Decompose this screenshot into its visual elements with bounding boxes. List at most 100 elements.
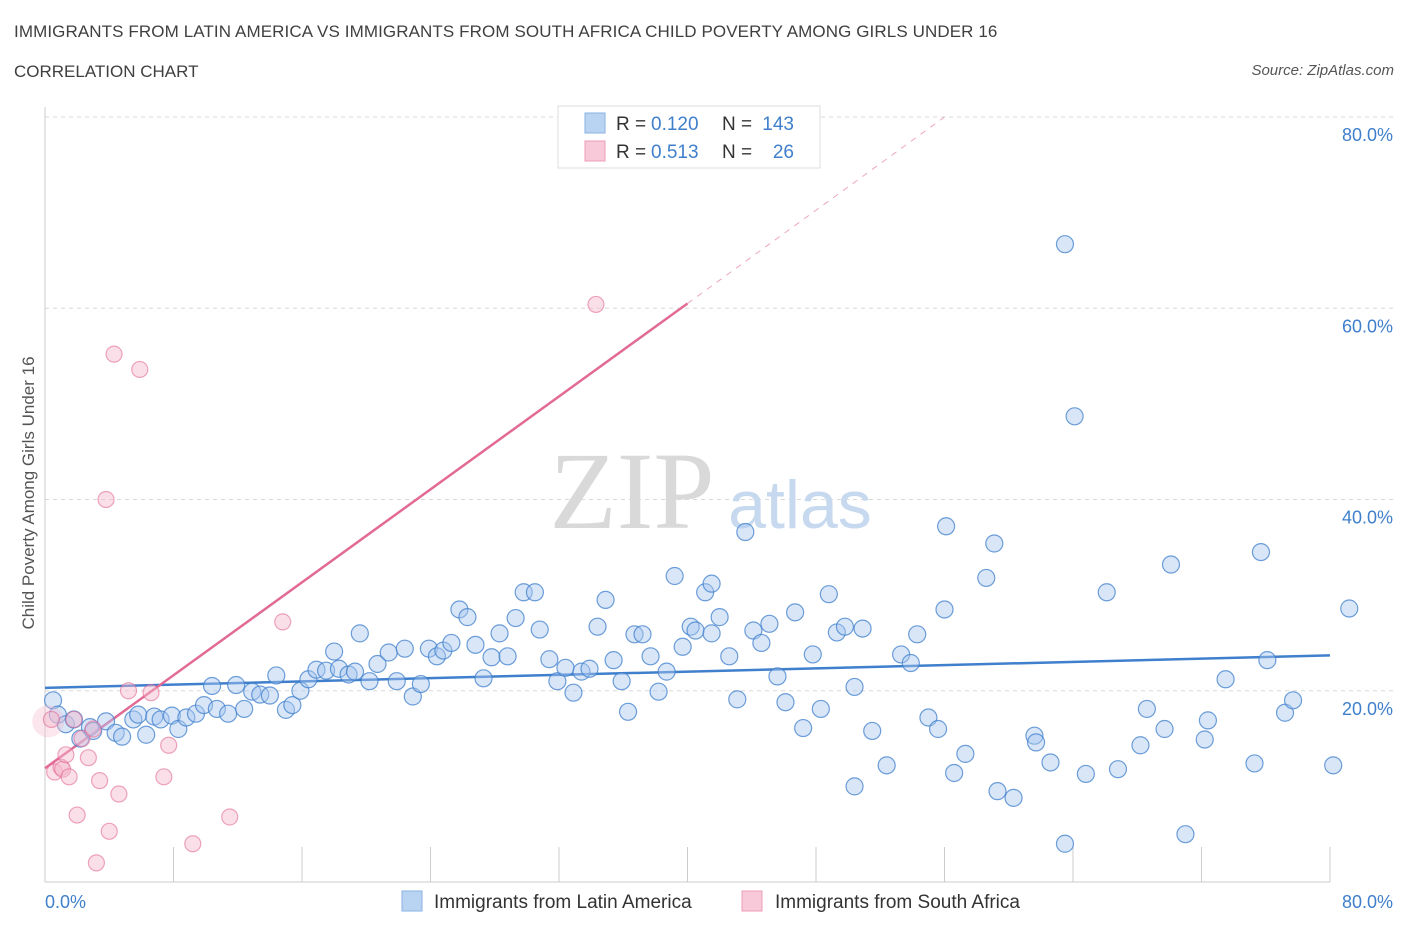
point-south-africa (84, 720, 102, 738)
point-south-africa (221, 808, 239, 826)
point-south-africa (87, 854, 106, 872)
point-latin-america (219, 704, 238, 723)
point-south-africa (105, 345, 123, 363)
legend-n-value-1: 143 (762, 114, 794, 135)
x-axis (44, 847, 1331, 883)
point-latin-america (1340, 599, 1359, 618)
point-south-africa (184, 835, 202, 853)
point-latin-america (1258, 651, 1277, 670)
point-latin-america (350, 624, 369, 643)
point-latin-america (641, 647, 660, 666)
point-latin-america (728, 690, 747, 709)
point-latin-america (1055, 235, 1075, 254)
point-latin-america (466, 635, 485, 654)
watermark-atlas: atlas (728, 467, 872, 543)
point-south-africa (57, 746, 75, 764)
point-latin-america (379, 643, 398, 662)
point-latin-america (345, 662, 365, 681)
stats-legend: R = 0.120 N = 143 R = 0.513 N = 26 (557, 105, 821, 169)
point-latin-america (1324, 756, 1343, 775)
point-latin-america (1004, 788, 1023, 807)
point-latin-america (580, 659, 599, 678)
point-latin-america (325, 642, 344, 661)
point-latin-america (227, 675, 246, 695)
point-latin-america (768, 667, 787, 686)
point-latin-america (360, 672, 379, 691)
legend-n-value-2: 26 (773, 142, 794, 163)
point-latin-america (657, 662, 676, 681)
point-south-africa (160, 736, 178, 754)
point-latin-america (1198, 711, 1218, 730)
point-latin-america (137, 725, 156, 744)
legend-r-value-2: 0.513 (651, 142, 699, 163)
point-latin-america (686, 621, 705, 640)
legend-n-label-1: N = (722, 114, 752, 135)
point-latin-america (1108, 760, 1128, 779)
chart-subtitle: CORRELATION CHART (14, 62, 199, 81)
point-south-africa (97, 490, 115, 509)
legend-swatch-blue (584, 112, 606, 134)
point-latin-america (1026, 733, 1046, 752)
legend-r-label-1: R = (616, 114, 646, 135)
point-latin-america (307, 660, 326, 679)
point-latin-america (1195, 730, 1214, 749)
point-latin-america (901, 653, 920, 673)
point-latin-america (877, 756, 896, 775)
point-latin-america (267, 666, 286, 685)
point-latin-america (863, 721, 882, 741)
point-latin-america (1283, 691, 1303, 710)
point-latin-america (702, 624, 721, 643)
point-latin-america (985, 534, 1004, 553)
point-south-africa (73, 729, 91, 748)
grid-lines (44, 107, 1393, 882)
point-latin-america (752, 633, 771, 653)
y-tick-label: 40.0% (1342, 508, 1393, 528)
point-latin-america (710, 608, 729, 627)
point-latin-america (1055, 834, 1075, 853)
point-latin-america (819, 585, 838, 604)
point-latin-america (835, 617, 855, 636)
point-latin-america (977, 568, 996, 588)
point-latin-america (458, 608, 477, 627)
point-latin-america (702, 574, 721, 593)
point-latin-america (1025, 726, 1044, 745)
point-latin-america (530, 620, 549, 639)
point-latin-america (260, 686, 279, 705)
point-latin-america (845, 777, 864, 796)
point-latin-america (928, 719, 948, 739)
point-latin-america (387, 672, 406, 691)
point-latin-america (151, 710, 170, 729)
point-latin-america (442, 633, 461, 653)
bottom-swatch-blue (401, 890, 423, 912)
point-latin-america (490, 624, 509, 643)
point-latin-america (956, 744, 975, 763)
point-latin-america (760, 614, 779, 633)
point-latin-america (1065, 407, 1084, 426)
point-latin-america (498, 647, 517, 666)
bottom-legend-latin-america: Immigrants from Latin America (434, 892, 692, 913)
latin-america-points (43, 235, 1359, 853)
point-latin-america (736, 522, 755, 542)
point-south-africa (68, 806, 86, 824)
trend-lines (44, 116, 1331, 770)
point-latin-america (283, 695, 302, 715)
point-latin-america (129, 705, 148, 724)
point-latin-america (776, 693, 795, 712)
point-latin-america (482, 648, 501, 667)
point-latin-america (588, 617, 607, 636)
point-latin-america (811, 699, 830, 719)
x-tick-min: 0.0% (45, 892, 86, 912)
point-latin-america (1176, 825, 1195, 844)
point-latin-america (207, 699, 226, 719)
point-latin-america (673, 637, 692, 656)
bottom-legend-south-africa: Immigrants from South Africa (775, 892, 1020, 913)
point-latin-america (202, 676, 222, 696)
point-south-africa (91, 772, 109, 790)
point-latin-america (411, 674, 430, 694)
point-latin-america (988, 782, 1007, 801)
point-south-africa (79, 749, 97, 767)
legend-r-label-2: R = (616, 142, 646, 163)
point-latin-america (540, 650, 559, 669)
point-latin-america (937, 517, 956, 536)
point-latin-america (1097, 583, 1116, 602)
